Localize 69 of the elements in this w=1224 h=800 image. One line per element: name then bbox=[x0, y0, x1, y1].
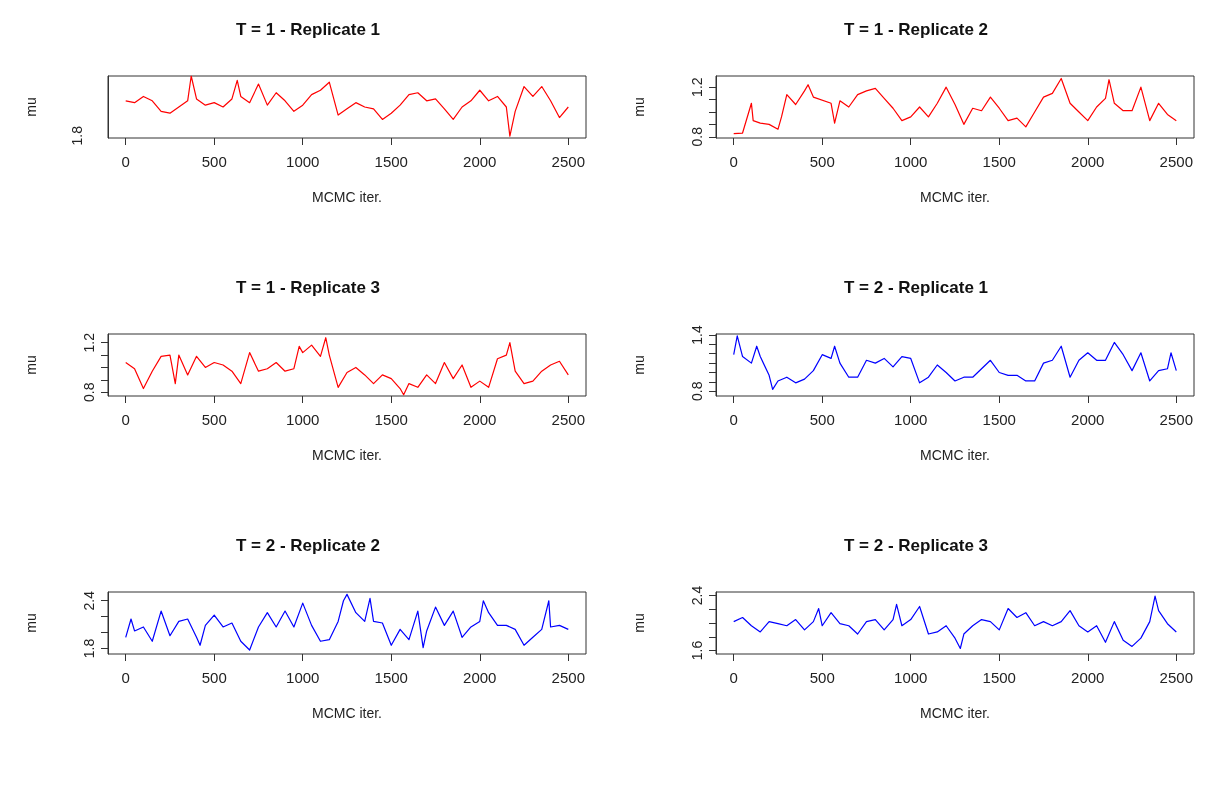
x-tick-label: 2000 bbox=[463, 411, 497, 428]
y-tick-label: 1.2 bbox=[81, 332, 97, 353]
y-tick-label: 0.8 bbox=[689, 126, 705, 147]
y-tick-label: 1.2 bbox=[689, 77, 705, 97]
x-tick-label: 2000 bbox=[1071, 669, 1105, 686]
x-tick-label: 500 bbox=[201, 411, 227, 428]
line-series bbox=[125, 337, 569, 396]
chart-title: T = 2 - Replicate 3 bbox=[843, 536, 989, 555]
chart-title: T = 2 - Replicate 2 bbox=[235, 536, 381, 555]
x-tick-label: 500 bbox=[201, 153, 227, 170]
x-tick-label: 500 bbox=[201, 669, 227, 686]
y-tick-label: 1.4 bbox=[689, 325, 705, 345]
x-tick-label: 500 bbox=[809, 669, 835, 686]
y-tick-label: 1.8 bbox=[81, 638, 97, 659]
chart-title: T = 1 - Replicate 1 bbox=[235, 20, 381, 39]
x-tick-label: 2500 bbox=[551, 411, 585, 428]
x-tick-label: 1500 bbox=[374, 153, 408, 170]
x-tick-label: 0 bbox=[729, 411, 738, 428]
x-axis-title: MCMC iter. bbox=[312, 705, 382, 721]
x-tick-label: 1500 bbox=[982, 153, 1016, 170]
x-axis-title: MCMC iter. bbox=[312, 447, 382, 463]
y-axis-title: mu bbox=[631, 613, 647, 633]
x-tick-label: 0 bbox=[729, 153, 738, 170]
y-axis-title: mu bbox=[23, 97, 39, 117]
x-tick-label: 1000 bbox=[894, 669, 928, 686]
x-tick-label: 2500 bbox=[551, 669, 585, 686]
y-axis-title: mu bbox=[631, 355, 647, 375]
x-tick-label: 1500 bbox=[374, 669, 408, 686]
x-axis-title: MCMC iter. bbox=[920, 705, 990, 721]
x-tick-label: 1500 bbox=[374, 411, 408, 428]
x-tick-label: 2500 bbox=[551, 153, 585, 170]
x-tick-label: 1000 bbox=[894, 411, 928, 428]
line-series bbox=[733, 595, 1177, 650]
x-tick-label: 1000 bbox=[894, 153, 928, 170]
y-tick-label: 1.6 bbox=[689, 640, 705, 661]
y-axis-title: mu bbox=[23, 355, 39, 375]
x-axis-title: MCMC iter. bbox=[920, 189, 990, 205]
y-tick-label: 2.4 bbox=[81, 590, 97, 611]
x-axis-title: MCMC iter. bbox=[312, 189, 382, 205]
y-axis-title: mu bbox=[23, 613, 39, 633]
x-axis-title: MCMC iter. bbox=[920, 447, 990, 463]
x-tick-label: 500 bbox=[809, 411, 835, 428]
x-tick-label: 2500 bbox=[1159, 153, 1193, 170]
chart-title: T = 1 - Replicate 2 bbox=[843, 20, 989, 39]
x-tick-label: 1500 bbox=[982, 411, 1016, 428]
x-tick-label: 2500 bbox=[1159, 669, 1193, 686]
x-tick-label: 1000 bbox=[286, 153, 320, 170]
x-tick-label: 1000 bbox=[286, 669, 320, 686]
x-tick-label: 2000 bbox=[463, 153, 497, 170]
line-series bbox=[125, 593, 569, 651]
x-tick-label: 1500 bbox=[982, 669, 1016, 686]
x-tick-label: 2000 bbox=[1071, 153, 1105, 170]
x-tick-label: 2000 bbox=[1071, 411, 1105, 428]
chart-title: T = 2 - Replicate 1 bbox=[843, 278, 989, 297]
y-axis-title: mu bbox=[631, 97, 647, 117]
y-tick-label: 0.8 bbox=[689, 381, 705, 402]
x-tick-label: 2000 bbox=[463, 669, 497, 686]
x-tick-label: 500 bbox=[809, 153, 835, 170]
chart-title: T = 1 - Replicate 3 bbox=[235, 278, 381, 297]
x-tick-label: 1000 bbox=[286, 411, 320, 428]
line-series bbox=[733, 335, 1177, 391]
y-tick-label: 0.8 bbox=[81, 382, 97, 403]
y-tick-label: 2.4 bbox=[689, 585, 705, 606]
x-tick-label: 0 bbox=[121, 411, 130, 428]
x-tick-label: 2500 bbox=[1159, 411, 1193, 428]
x-tick-label: 0 bbox=[121, 669, 130, 686]
line-series bbox=[733, 77, 1177, 135]
x-tick-label: 0 bbox=[729, 669, 738, 686]
x-tick-label: 0 bbox=[121, 153, 130, 170]
